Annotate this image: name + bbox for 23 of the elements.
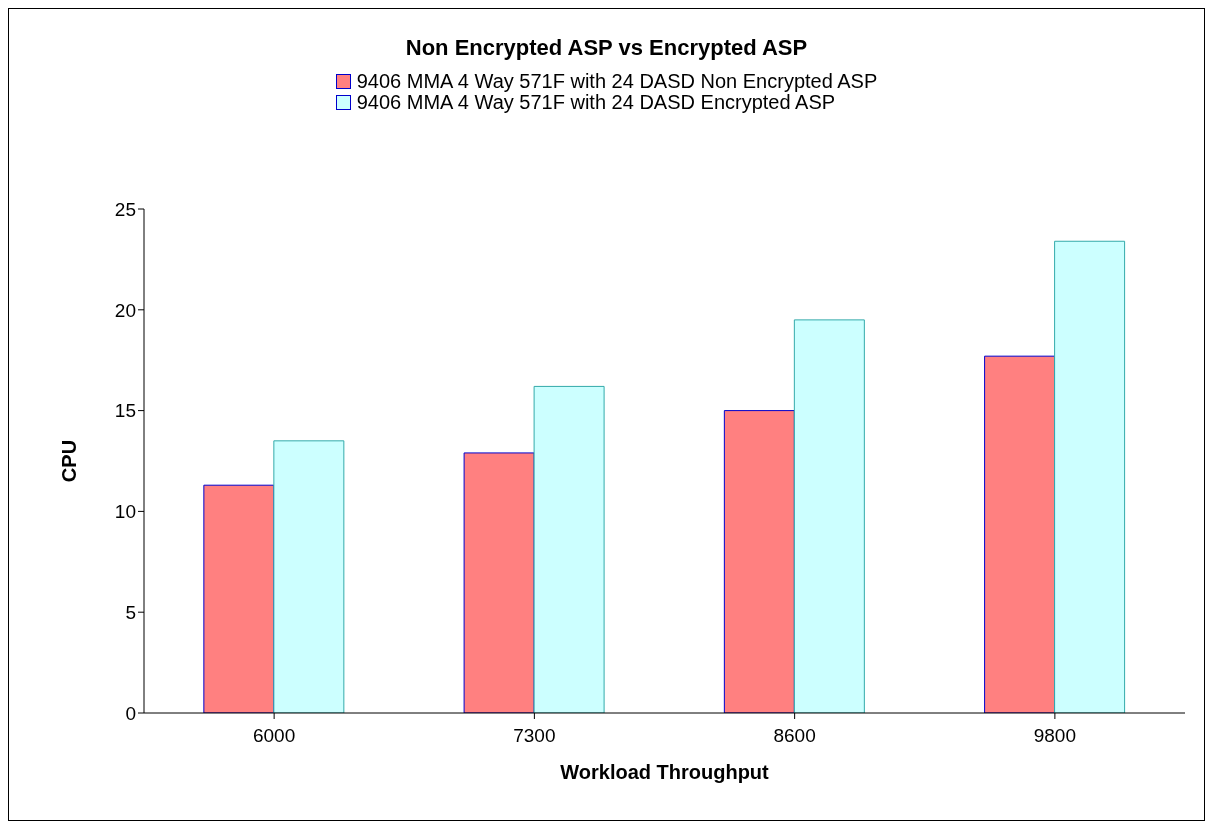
y-tick-label: 5	[125, 601, 136, 623]
bar	[1054, 240, 1126, 713]
legend-label: 9406 MMA 4 Way 571F with 24 DASD Non Encrypted ASP	[356, 70, 878, 92]
x-tick-label: 7300	[513, 725, 556, 747]
bar	[984, 355, 1056, 713]
bar	[723, 410, 795, 713]
x-axis-title: Workload Throughput	[560, 761, 770, 783]
y-tick-label: 15	[114, 400, 136, 422]
y-tick-label: 10	[114, 501, 136, 523]
x-tick-label: 6000	[252, 725, 296, 747]
x-tick-label: 8600	[773, 725, 816, 747]
bar	[793, 319, 865, 713]
y-tick-label: 20	[114, 299, 136, 321]
chart-title: Non Encrypted ASP vs Encrypted ASP	[404, 34, 809, 62]
legend-label: 9406 MMA 4 Way 571F with 24 DASD Encrypted ASP	[356, 91, 836, 113]
bar	[203, 484, 275, 713]
y-tick-label: 25	[114, 198, 136, 220]
x-tick-label: 9800	[1033, 725, 1077, 747]
bar	[533, 385, 605, 713]
bar	[273, 440, 345, 713]
y-tick-label: 0	[125, 702, 136, 724]
y-axis-title: CPU	[58, 439, 81, 483]
bar	[463, 452, 535, 713]
